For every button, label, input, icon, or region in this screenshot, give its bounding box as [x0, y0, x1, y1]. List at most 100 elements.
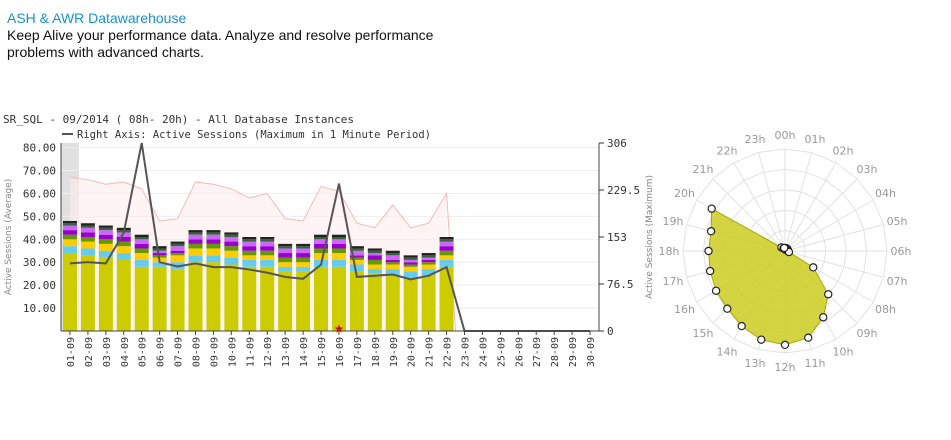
bar-segment — [80, 225, 95, 228]
bar-segment — [98, 257, 113, 331]
bar-segment — [331, 239, 346, 244]
bar-segment — [403, 271, 418, 279]
bar-segment — [134, 234, 149, 237]
y-tick-label-right: 229.5 — [607, 184, 640, 197]
bar-segment — [331, 266, 346, 331]
bar-segment — [296, 262, 311, 267]
x-tick-label: 21-09 — [425, 337, 436, 367]
y-tick-label-left: 80.00 — [23, 142, 56, 155]
bar-segment — [421, 275, 436, 331]
x-tick-label: 28-09 — [550, 337, 561, 367]
bar-segment — [152, 253, 167, 256]
bar-segment — [439, 259, 454, 267]
bar-segment — [260, 250, 275, 256]
bar-segment — [116, 259, 131, 331]
envelope-line — [69, 176, 457, 332]
x-tick-label: 23-09 — [461, 337, 472, 367]
bar-segment — [260, 237, 275, 240]
bar-segment — [116, 237, 131, 242]
bar-segment — [224, 264, 239, 331]
bar-segment — [170, 253, 185, 256]
bar-segment — [116, 253, 131, 260]
bar-segment — [116, 246, 131, 254]
bar-segment — [349, 250, 364, 256]
bar-segment — [278, 248, 293, 254]
bar-segment — [385, 262, 400, 265]
bar-segment — [206, 243, 221, 249]
x-tick-label: 01-09 — [66, 337, 77, 367]
bar-segment — [278, 257, 293, 263]
bar-segment — [188, 262, 203, 331]
bar-segment — [98, 227, 113, 231]
bar-segment — [296, 271, 311, 331]
x-tick-label: 26-09 — [514, 337, 525, 367]
bar-segment — [421, 269, 436, 276]
bar-segment — [188, 243, 203, 249]
bar-segment — [296, 246, 311, 249]
bar-segment — [224, 246, 239, 251]
bar-segment — [188, 239, 203, 244]
bar-segment — [349, 257, 364, 260]
x-tick-label: 27-09 — [532, 337, 543, 367]
x-tick-label: 20-09 — [407, 337, 418, 367]
bar-segment — [403, 262, 418, 265]
x-tick-label: 12-09 — [263, 337, 274, 367]
bar-segment — [367, 269, 382, 274]
bar-segment — [278, 246, 293, 249]
x-tick-label: 06-09 — [156, 337, 167, 367]
bar-segment — [403, 264, 418, 267]
y-axis-label-right: Active Sessions (Maximum) — [645, 175, 655, 299]
bar-segment — [260, 259, 275, 267]
bar-segment — [152, 248, 167, 251]
bar-segment — [278, 243, 293, 247]
bar-segment — [331, 248, 346, 254]
bar-segment — [367, 259, 382, 265]
bar-segment — [242, 241, 257, 247]
bar-segment — [152, 266, 167, 331]
bar-segment — [385, 255, 400, 260]
bar-segment — [98, 250, 113, 258]
bar-segment — [439, 241, 454, 247]
bar-segment — [421, 259, 436, 263]
bar-segment — [224, 237, 239, 242]
bar-segment — [134, 266, 149, 331]
bar-segment — [349, 271, 364, 331]
bar-segment — [134, 248, 149, 254]
bar-segment — [206, 230, 221, 233]
bar-segment — [62, 225, 77, 231]
bar-segment — [260, 246, 275, 251]
bar-segment — [134, 243, 149, 249]
bar-segment — [80, 227, 95, 233]
bar-segment — [367, 248, 382, 251]
bar-segment — [349, 255, 364, 258]
y-axis-label-left: Active Sessions (Average) — [4, 179, 14, 296]
bar-segment — [421, 264, 436, 270]
bar-segment — [439, 239, 454, 242]
bar-segment — [134, 253, 149, 260]
bar-segment — [349, 248, 364, 251]
x-tick-label: 19-09 — [389, 337, 400, 367]
bar-segment — [242, 237, 257, 240]
bar-segment — [403, 257, 418, 260]
x-tick-label: 11-09 — [245, 337, 256, 367]
bar-segment — [367, 273, 382, 331]
bar-segment — [385, 250, 400, 254]
bar-segment — [80, 255, 95, 331]
bar-segment — [206, 234, 221, 240]
bar-segment — [80, 241, 95, 249]
bar-segment — [439, 246, 454, 251]
bar-segment — [170, 269, 185, 331]
page-header: ASH & AWR Datawarehouse Keep Alive your … — [7, 9, 467, 61]
bar-segment — [242, 246, 257, 251]
bar-segment — [385, 275, 400, 331]
x-tick-label: 03-09 — [102, 337, 113, 367]
bar-segment — [188, 234, 203, 240]
bar-segment — [170, 250, 185, 254]
x-tick-label: 22-09 — [443, 337, 454, 367]
bar-segment — [224, 257, 239, 265]
bar-segment — [260, 241, 275, 247]
y-tick-label-right: 76.5 — [607, 278, 634, 291]
y-tick-label-right: 306 — [607, 137, 627, 150]
bar-segment — [170, 246, 185, 251]
